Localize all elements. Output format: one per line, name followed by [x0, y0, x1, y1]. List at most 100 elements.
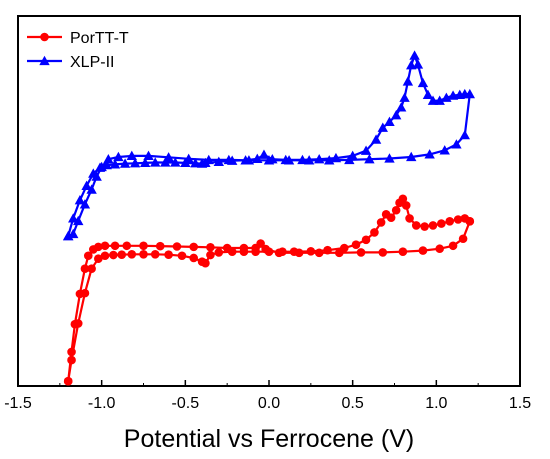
x-axis-ticks: -1.5 -1.0 -0.5 0.0 0.5 1.0 1.5: [4, 380, 531, 412]
data-point-portt-t: [80, 264, 90, 274]
series-portt-t: [63, 194, 475, 386]
x-tick-label: -0.5: [172, 395, 200, 412]
legend-item-xlp-ii: XLP-II: [27, 54, 114, 71]
data-point-xlp-ii: [370, 134, 382, 144]
series-layer: [63, 50, 475, 386]
data-point-xlp-ii: [360, 145, 372, 155]
data-point-portt-t: [67, 355, 76, 365]
data-point-portt-t: [356, 248, 366, 257]
x-tick-label: 1.5: [509, 395, 531, 412]
data-point-xlp-ii: [412, 59, 424, 69]
legend-marker: [39, 55, 50, 66]
data-point-xlp-ii: [119, 158, 131, 168]
data-point-portt-t: [222, 243, 232, 253]
data-point-xlp-ii: [459, 129, 470, 140]
data-point-xlp-ii: [424, 149, 435, 159]
data-point-portt-t: [251, 243, 260, 253]
data-point-portt-t: [261, 244, 270, 254]
data-point-xlp-ii: [139, 157, 151, 168]
data-point-portt-t: [405, 214, 414, 223]
data-point-xlp-ii: [109, 159, 121, 169]
data-point-portt-t: [398, 194, 408, 204]
data-point-xlp-ii: [252, 153, 263, 163]
data-point-xlp-ii: [213, 156, 224, 166]
data-point-portt-t: [435, 244, 444, 254]
data-point-xlp-ii: [303, 155, 315, 165]
data-point-xlp-ii: [150, 157, 161, 167]
data-point-xlp-ii: [96, 161, 107, 172]
data-point-xlp-ii: [160, 157, 171, 167]
data-point-xlp-ii: [344, 154, 355, 165]
data-point-xlp-ii: [73, 215, 84, 226]
data-point-portt-t: [94, 254, 103, 264]
data-point-portt-t: [391, 205, 401, 215]
data-point-portt-t: [239, 243, 249, 253]
data-point-xlp-ii: [409, 50, 420, 60]
data-point-xlp-ii: [190, 158, 201, 168]
data-point-xlp-ii: [390, 109, 402, 120]
data-point-portt-t: [294, 248, 304, 258]
data-point-portt-t: [206, 250, 215, 260]
data-point-xlp-ii: [314, 153, 325, 164]
data-point-portt-t: [445, 217, 455, 226]
data-point-xlp-ii: [417, 77, 429, 88]
data-point-xlp-ii: [422, 89, 434, 99]
data-point-portt-t: [398, 247, 408, 256]
data-point-portt-t: [155, 241, 165, 251]
series-line-portt-t: [67, 197, 471, 382]
data-point-portt-t: [100, 251, 110, 261]
data-point-xlp-ii: [183, 153, 194, 163]
data-point-xlp-ii: [427, 95, 439, 105]
data-point-xlp-ii: [143, 150, 154, 161]
data-point-portt-t: [189, 253, 198, 263]
data-point-xlp-ii: [263, 155, 275, 165]
data-point-portt-t: [428, 221, 438, 230]
data-point-xlp-ii: [203, 154, 214, 165]
data-point-xlp-ii: [297, 154, 308, 165]
legend-label: XLP-II: [70, 54, 114, 71]
data-point-portt-t: [75, 289, 85, 299]
data-point-xlp-ii: [439, 145, 450, 155]
data-point-portt-t: [420, 222, 429, 231]
data-point-xlp-ii: [81, 180, 92, 190]
legend: PorTT-T XLP-II: [27, 30, 129, 71]
data-point-xlp-ii: [258, 149, 270, 159]
data-point-portt-t: [458, 234, 468, 244]
data-point-portt-t: [314, 248, 324, 258]
data-point-portt-t: [70, 319, 80, 329]
legend-label: PorTT-T: [70, 30, 129, 47]
data-point-portt-t: [189, 242, 198, 252]
data-point-portt-t: [139, 249, 148, 259]
data-point-xlp-ii: [402, 76, 414, 86]
x-axis-title: Potential vs Ferrocene (V): [124, 425, 414, 453]
x-tick-label: 0.0: [258, 395, 280, 412]
data-point-xlp-ii: [74, 195, 86, 205]
data-point-portt-t: [437, 219, 446, 228]
data-point-portt-t: [150, 249, 160, 259]
data-point-portt-t: [177, 251, 187, 261]
data-point-portt-t: [206, 242, 215, 252]
data-point-xlp-ii: [86, 184, 97, 194]
data-point-xlp-ii: [377, 122, 388, 132]
data-point-portt-t: [274, 248, 284, 258]
data-point-portt-t: [401, 201, 411, 210]
data-point-portt-t: [214, 248, 224, 257]
data-point-portt-t: [376, 218, 386, 227]
data-point-portt-t: [164, 250, 173, 259]
data-point-portt-t: [448, 241, 458, 251]
data-point-portt-t: [323, 245, 332, 255]
data-point-portt-t: [386, 213, 396, 222]
data-point-xlp-ii: [91, 171, 102, 181]
data-point-xlp-ii: [464, 88, 475, 99]
data-point-portt-t: [465, 217, 475, 226]
legend-marker: [40, 32, 49, 42]
data-point-xlp-ii: [163, 152, 174, 162]
data-point-xlp-ii: [399, 92, 410, 102]
data-point-portt-t: [100, 241, 110, 251]
data-point-xlp-ii: [243, 155, 255, 165]
data-point-portt-t: [453, 215, 463, 224]
data-point-portt-t: [306, 247, 316, 256]
data-point-portt-t: [83, 251, 93, 261]
data-point-xlp-ii: [170, 157, 181, 167]
